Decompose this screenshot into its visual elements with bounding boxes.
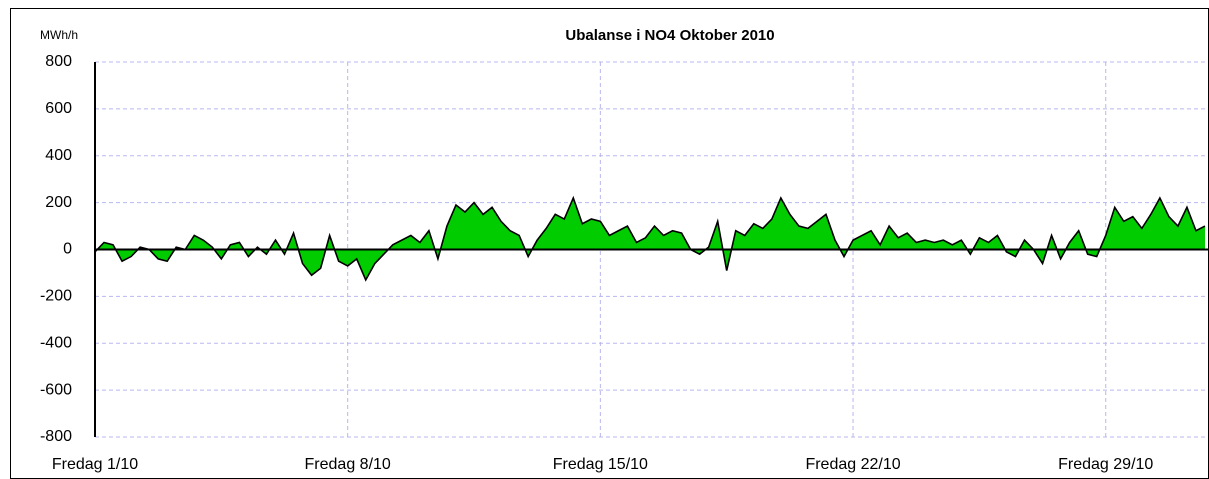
chart-title: Ubalanse i NO4 Oktober 2010: [565, 27, 774, 44]
x-tick-label: Fredag 22/10: [805, 456, 900, 473]
x-tick-label: Fredag 29/10: [1058, 456, 1153, 473]
y-tick-label: 400: [45, 147, 72, 164]
y-tick-label: -800: [40, 428, 72, 445]
y-tick-label: 800: [45, 53, 72, 70]
y-tick-label: -200: [40, 288, 72, 305]
x-tick-label: Fredag 1/10: [52, 456, 138, 473]
y-tick-label: 600: [45, 100, 72, 117]
y-tick-label: -600: [40, 381, 72, 398]
y-tick-label: 0: [63, 241, 72, 258]
y-tick-label: -400: [40, 334, 72, 351]
y-axis-label: MWh/h: [40, 28, 78, 42]
y-tick-label: 200: [45, 194, 72, 211]
area: [95, 197, 1205, 280]
x-tick-label: Fredag 8/10: [305, 456, 391, 473]
x-tick-label: Fredag 15/10: [553, 456, 648, 473]
line: [94, 195, 1206, 282]
